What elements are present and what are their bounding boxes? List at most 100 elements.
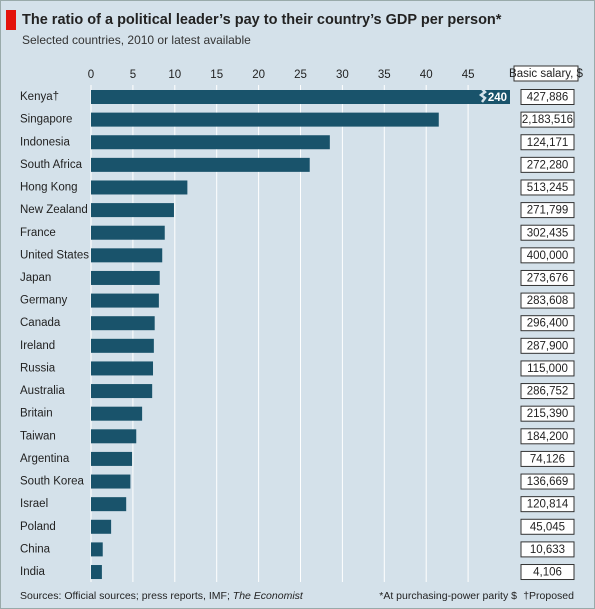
x-tick-label: 30: [336, 69, 349, 81]
y-tick-label: Britain: [20, 408, 53, 420]
cell: 287,900: [527, 340, 569, 352]
cell: 400,000: [527, 250, 569, 262]
cell-box: [520, 202, 575, 219]
cell-box: [520, 337, 575, 354]
bar: [91, 384, 153, 399]
cell: 45,045: [530, 521, 565, 533]
cell: 10,633: [530, 544, 565, 556]
column-header: Basic salary, $: [509, 68, 584, 80]
bar: [91, 406, 143, 421]
cell: 74,126: [530, 453, 565, 465]
cell: 4,106: [533, 567, 562, 579]
x-tick-label: 5: [130, 69, 136, 81]
bar: [91, 112, 439, 127]
cell-box: [520, 156, 575, 173]
cell-box: [520, 383, 575, 400]
cell-box: [520, 541, 575, 558]
source: Sources: Official sources; press reports…: [20, 590, 304, 602]
cell-box: [520, 179, 575, 196]
cell: 136,669: [527, 476, 569, 488]
cell-box: [520, 247, 575, 264]
bar: [91, 429, 137, 444]
note: †Proposed: [523, 590, 574, 602]
cell: 427,886: [527, 92, 569, 104]
bar: [91, 338, 154, 353]
cell: 302,435: [527, 227, 569, 239]
cell: 272,280: [527, 159, 569, 171]
y-tick-label: United States: [20, 249, 89, 261]
y-tick-label: New Zealand: [20, 204, 88, 216]
bar: [91, 90, 510, 104]
cell-box: [520, 428, 575, 445]
y-tick-label: Canada: [20, 317, 61, 329]
cell-box: [520, 473, 575, 490]
column-header-box: [513, 65, 579, 82]
y-tick-label: Hong Kong: [20, 182, 78, 194]
bar: [91, 497, 127, 512]
cell-box: [520, 292, 575, 309]
y-tick-label: South Korea: [20, 476, 85, 488]
x-tick-label: 45: [462, 69, 475, 81]
bar: [91, 203, 174, 218]
y-tick-label: Kenya†: [20, 91, 59, 103]
x-tick-label: 10: [168, 69, 181, 81]
cell-box: [520, 134, 575, 151]
bar: [91, 542, 103, 557]
bar: [91, 361, 154, 376]
x-tick-label: 15: [210, 69, 223, 81]
cell-box: [520, 405, 575, 422]
cell: 184,200: [527, 431, 569, 443]
y-tick-label: France: [20, 227, 56, 239]
y-tick-label: Taiwan: [20, 430, 56, 442]
cell-box: [520, 450, 575, 467]
cell: 124,171: [527, 137, 569, 149]
cell-box: [520, 360, 575, 377]
x-tick-label: 40: [420, 69, 433, 81]
bar: [91, 316, 155, 331]
x-tick-label: 20: [252, 69, 265, 81]
bar: [91, 565, 102, 580]
bar: [91, 248, 163, 263]
y-tick-label: Israel: [20, 498, 48, 510]
y-tick-label: Australia: [20, 385, 65, 397]
bar: [91, 474, 131, 489]
cell: 273,676: [527, 272, 569, 284]
chart-title: The ratio of a political leader’s pay to…: [22, 12, 502, 28]
x-tick-label: 25: [294, 69, 307, 81]
cell-box: [520, 496, 575, 513]
cell-box: [520, 315, 575, 332]
cell: 115,000: [527, 363, 568, 375]
y-tick-label: Indonesia: [20, 136, 70, 148]
data-label: 240: [488, 92, 507, 104]
cell: 271,799: [527, 205, 569, 217]
bar: [91, 180, 188, 195]
y-tick-label: China: [20, 543, 51, 555]
cell: 283,608: [527, 295, 569, 307]
bar: [91, 451, 133, 466]
y-tick-label: India: [20, 566, 46, 578]
chart-subtitle: Selected countries, 2010 or latest avail…: [22, 33, 251, 47]
y-tick-label: Poland: [20, 521, 56, 533]
y-tick-label: Germany: [20, 295, 68, 307]
y-tick-label: South Africa: [20, 159, 83, 171]
cell-box: [520, 111, 575, 128]
cell-box: [520, 564, 575, 581]
cell: 513,245: [527, 182, 569, 194]
bar: [91, 519, 112, 534]
y-tick-label: Russia: [20, 362, 56, 374]
y-tick-label: Argentina: [20, 453, 70, 465]
cell-box: [520, 269, 575, 286]
y-tick-label: Singapore: [20, 114, 72, 126]
cell-box: [520, 224, 575, 241]
cell-box: [520, 518, 575, 535]
x-tick-label: 35: [378, 69, 391, 81]
source-publication: The Economist: [233, 590, 304, 602]
y-tick-label: Japan: [20, 272, 51, 284]
note: *At purchasing-power parity $: [379, 590, 517, 602]
source-text: Sources: Official sources; press reports…: [20, 590, 233, 602]
x-tick-label: 0: [88, 69, 94, 81]
cell: 120,814: [527, 499, 569, 511]
red-tag: [6, 10, 16, 30]
cell: 296,400: [527, 318, 569, 330]
